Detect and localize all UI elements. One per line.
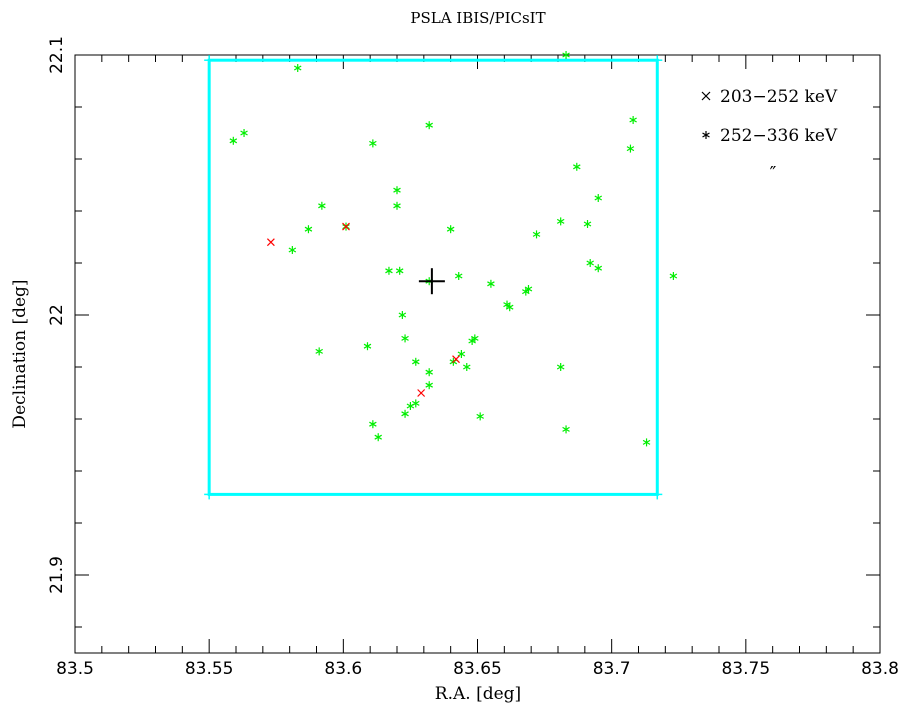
legend: 203−252 keV 252−336 keV ″ [701, 87, 838, 184]
data-point-asterisk [315, 347, 323, 356]
data-point-asterisk [401, 334, 409, 343]
legend-entry-asterisk: 252−336 keV [702, 126, 838, 146]
x-tick-labels: 83.5 83.55 83.6 83.65 83.7 83.75 83.8 [56, 659, 899, 679]
data-point-asterisk [293, 64, 302, 72]
data-point-asterisk [669, 272, 678, 280]
data-point-asterisk [288, 246, 297, 254]
legend-entry-x: 203−252 keV [701, 87, 838, 107]
y-tick-label: 22.1 [47, 36, 67, 74]
data-point-asterisk [318, 201, 326, 210]
data-points [229, 51, 678, 447]
legend-label-x: 203−252 keV [720, 87, 838, 107]
data-point-asterisk [524, 285, 533, 293]
data-point-asterisk [468, 337, 476, 345]
data-point-x [266, 238, 275, 247]
source-position-cross [418, 268, 445, 295]
x-tick-label: 83.65 [453, 659, 502, 679]
data-point-asterisk [487, 279, 495, 288]
y-tick-labels: 21.9 22 22.1 [47, 36, 67, 594]
data-point-asterisk [629, 116, 637, 124]
data-point-asterisk [240, 129, 248, 137]
data-point-asterisk [363, 342, 372, 351]
data-point-asterisk [393, 186, 401, 195]
data-point-asterisk [369, 139, 377, 148]
x-tick-label: 83.8 [861, 659, 899, 679]
data-point-asterisk [393, 201, 401, 210]
data-point-asterisk [425, 381, 433, 390]
data-point-asterisk [594, 194, 603, 202]
data-point-asterisk [369, 420, 377, 429]
box-corner-ticks [204, 55, 663, 500]
legend-asterisk-marker [702, 131, 710, 139]
data-point-asterisk [642, 438, 651, 447]
data-point-asterisk [556, 363, 565, 371]
data-point-asterisk [446, 225, 455, 234]
x-tick-label: 83.55 [185, 659, 234, 679]
data-point-asterisk [505, 303, 514, 312]
chart-title: PSLA IBIS/PICsIT [410, 9, 545, 27]
data-point-x [417, 389, 426, 397]
data-point-x [342, 222, 350, 231]
y-tick-label: 22 [47, 304, 67, 326]
data-point-asterisk [573, 162, 581, 171]
data-point-asterisk [304, 225, 313, 234]
legend-x-marker [701, 91, 711, 101]
source-region-box [207, 58, 659, 496]
x-tick-label: 83.6 [324, 659, 362, 679]
data-point-asterisk [412, 399, 420, 408]
data-point-asterisk [412, 357, 420, 366]
data-point-asterisk [401, 409, 409, 418]
data-point-asterisk [586, 259, 594, 267]
x-axis-label: R.A. [deg] [435, 684, 521, 704]
x-tick-label: 83.75 [721, 659, 770, 679]
data-point-asterisk [398, 311, 407, 319]
legend-note: ″ [770, 163, 777, 184]
data-point-asterisk [556, 217, 565, 226]
data-point-asterisk [454, 272, 463, 280]
data-point-asterisk [425, 121, 433, 130]
data-point-asterisk [406, 402, 415, 410]
data-point-asterisk [395, 266, 404, 275]
data-point-asterisk [229, 136, 238, 145]
data-point-asterisk [425, 368, 433, 377]
data-point-asterisk [476, 412, 484, 421]
x-tick-label: 83.5 [56, 659, 94, 679]
x-tick-label: 83.7 [593, 659, 631, 679]
data-point-x [452, 355, 460, 364]
data-point-asterisk [462, 363, 471, 371]
data-point-asterisk [562, 51, 570, 59]
data-point-asterisk [594, 264, 603, 273]
y-tick-label: 21.9 [47, 556, 67, 594]
data-point-asterisk [626, 144, 635, 153]
data-point-asterisk [562, 425, 570, 434]
data-point-asterisk [385, 266, 393, 275]
data-point-asterisk [583, 220, 592, 228]
data-point-asterisk [374, 433, 382, 442]
y-axis-label: Declination [deg] [10, 279, 30, 428]
legend-label-asterisk: 252−336 keV [720, 126, 838, 146]
data-point-asterisk [532, 230, 541, 239]
